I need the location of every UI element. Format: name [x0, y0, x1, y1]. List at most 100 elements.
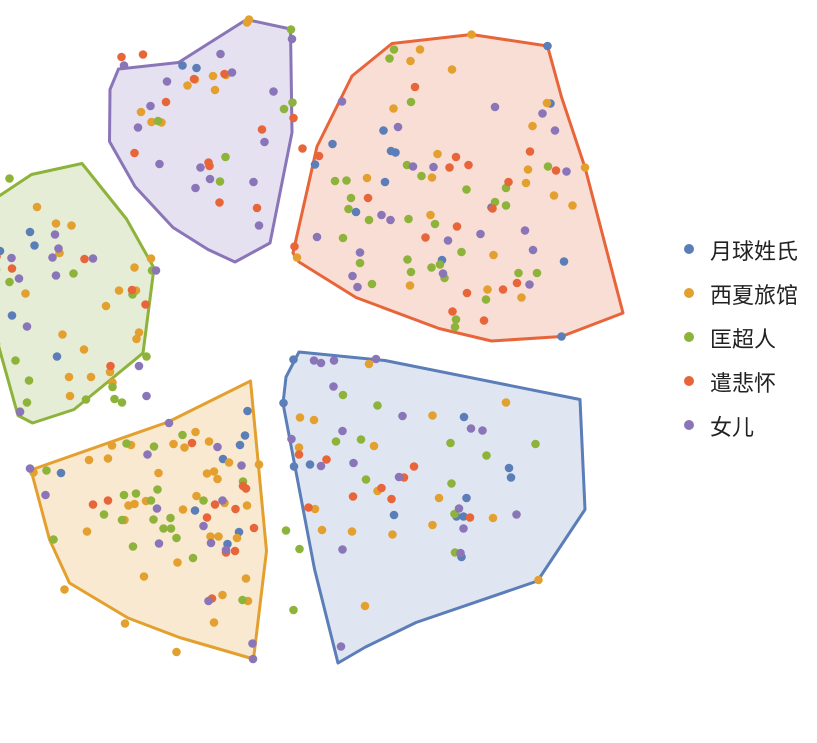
data-point	[41, 490, 50, 500]
data-point	[517, 293, 526, 302]
data-point	[152, 504, 162, 513]
data-point	[51, 271, 61, 280]
data-point	[254, 221, 264, 230]
data-point	[133, 123, 143, 132]
data-point	[232, 533, 242, 543]
data-point	[290, 242, 299, 251]
data-point	[110, 394, 119, 404]
data-point	[388, 530, 397, 539]
data-point	[454, 504, 464, 513]
data-point	[377, 483, 386, 493]
data-point	[337, 97, 347, 106]
data-point	[330, 176, 340, 186]
data-point	[568, 201, 577, 210]
legend-marker-icon	[684, 244, 694, 254]
data-point	[292, 253, 302, 262]
legend-label: 遣悲怀	[710, 372, 777, 397]
data-point	[398, 411, 407, 421]
legend-item[interactable]: 月球姓氏	[680, 232, 810, 276]
data-point	[371, 354, 381, 364]
data-point	[451, 315, 461, 324]
data-point	[50, 230, 60, 239]
data-point	[443, 236, 453, 245]
data-point	[141, 300, 150, 309]
data-point	[249, 523, 259, 533]
data-point	[154, 539, 164, 548]
legend-marker-icon	[684, 288, 694, 298]
data-point	[103, 496, 113, 505]
data-point	[205, 174, 215, 184]
data-point	[467, 30, 476, 39]
data-point	[279, 104, 289, 114]
data-point	[69, 269, 78, 278]
data-point	[107, 441, 117, 450]
data-point	[254, 460, 264, 469]
data-point	[130, 499, 139, 509]
data-point	[525, 280, 534, 289]
data-point	[241, 574, 251, 583]
data-point	[187, 438, 197, 448]
legend-label: 匡超人	[710, 328, 777, 353]
data-point	[164, 418, 174, 428]
data-point	[523, 165, 533, 174]
data-point	[447, 479, 456, 488]
data-point	[117, 515, 127, 525]
data-point	[479, 316, 489, 325]
data-point	[82, 527, 92, 536]
data-point	[309, 356, 319, 365]
data-point	[427, 263, 436, 272]
data-point	[146, 254, 156, 263]
data-point	[452, 222, 462, 231]
data-point	[369, 441, 379, 451]
data-point	[289, 462, 299, 471]
legend-marker-icon	[684, 376, 694, 386]
data-point	[462, 185, 471, 194]
data-point	[257, 125, 267, 134]
data-point	[142, 391, 151, 401]
data-point	[559, 257, 569, 266]
data-point	[166, 513, 175, 523]
data-point	[209, 618, 219, 627]
data-point	[202, 469, 212, 478]
data-point	[481, 295, 491, 304]
data-point	[218, 496, 227, 505]
data-point	[464, 160, 473, 170]
data-point	[514, 268, 523, 278]
data-point	[199, 496, 208, 505]
data-point	[21, 289, 30, 298]
data-point	[64, 372, 74, 382]
data-point	[108, 382, 117, 392]
data-point	[347, 527, 357, 536]
data-point	[289, 355, 298, 364]
legend-item[interactable]: 遣悲怀	[680, 364, 810, 408]
legend-item[interactable]: 西夏旅馆	[680, 276, 810, 320]
data-point	[134, 328, 144, 337]
data-point	[5, 277, 14, 287]
legend-label: 女儿	[710, 416, 755, 441]
data-point	[421, 233, 430, 242]
data-point	[504, 177, 513, 187]
data-point	[172, 647, 181, 657]
data-point	[394, 472, 404, 482]
data-point	[406, 56, 415, 66]
data-point	[260, 137, 269, 147]
data-point	[304, 503, 313, 512]
data-point	[60, 585, 69, 594]
data-point	[281, 526, 291, 535]
data-point	[346, 193, 356, 203]
data-point	[331, 437, 341, 446]
data-point	[295, 413, 305, 422]
data-point	[214, 532, 223, 541]
data-point	[501, 201, 511, 210]
data-point	[119, 490, 129, 500]
data-point	[317, 525, 327, 535]
data-point	[389, 510, 399, 520]
legend-item[interactable]: 女儿	[680, 408, 810, 452]
data-point	[178, 61, 187, 70]
legend-item[interactable]: 匡超人	[680, 320, 810, 364]
data-point	[117, 398, 127, 407]
cluster-hulls	[0, 18, 625, 665]
data-point	[430, 219, 440, 229]
data-point	[348, 271, 357, 281]
data-point	[134, 361, 144, 371]
